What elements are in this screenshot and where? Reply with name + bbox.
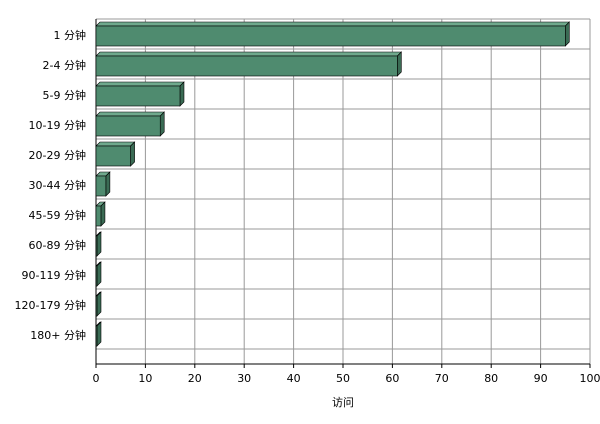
x-tick-label: 40 [287, 372, 301, 385]
x-tick-label: 80 [484, 372, 498, 385]
bar-side [105, 171, 111, 197]
x-tick-label: 30 [237, 372, 251, 385]
bar-side [397, 51, 402, 77]
bar-side [96, 231, 102, 257]
y-tick-label: 60-89 分钟 [29, 238, 86, 252]
y-tick-label: 20-29 分钟 [29, 148, 86, 162]
bar-side [130, 141, 135, 167]
y-tick-label: 10-19 分钟 [29, 118, 86, 132]
y-tick-label: 90-119 分钟 [22, 268, 86, 282]
y-tick-label: 120-179 分钟 [15, 298, 86, 312]
bar-side [96, 261, 102, 287]
bar [95, 205, 102, 227]
bar-top [95, 141, 136, 147]
bar [95, 175, 107, 197]
y-tick-label: 2-4 分钟 [43, 58, 86, 72]
bar-side [159, 111, 165, 137]
y-tick-label: 1 分钟 [54, 28, 87, 42]
bar-top [95, 81, 185, 87]
bar [95, 115, 161, 137]
bar-top [95, 111, 165, 117]
bar-top [95, 21, 571, 27]
bar [95, 25, 566, 47]
bar-side [179, 81, 185, 107]
bar-top [95, 51, 403, 57]
bar [95, 55, 398, 77]
bar [95, 235, 98, 257]
x-tick-label: 70 [435, 372, 449, 385]
x-tick-label: 60 [385, 372, 399, 385]
x-axis-label: 访问 [332, 396, 354, 409]
bar-side [96, 291, 102, 317]
x-tick-label: 90 [534, 372, 548, 385]
bar-side [100, 201, 106, 227]
x-tick-label: 50 [336, 372, 350, 385]
y-tick-label: 180+ 分钟 [30, 328, 86, 342]
bar [95, 145, 131, 167]
bar-side [96, 321, 102, 347]
x-tick-label: 0 [93, 372, 100, 385]
bar [95, 295, 98, 317]
x-tick-label: 100 [580, 372, 600, 385]
y-tick-label: 45-59 分钟 [29, 208, 86, 222]
x-tick-label: 20 [188, 372, 202, 385]
bar [95, 265, 98, 287]
bar [95, 325, 98, 347]
y-tick-label: 30-44 分钟 [29, 178, 86, 192]
bar-side [564, 21, 570, 47]
y-tick-label: 5-9 分钟 [43, 88, 86, 102]
bar [95, 85, 181, 107]
x-tick-label: 10 [138, 372, 152, 385]
